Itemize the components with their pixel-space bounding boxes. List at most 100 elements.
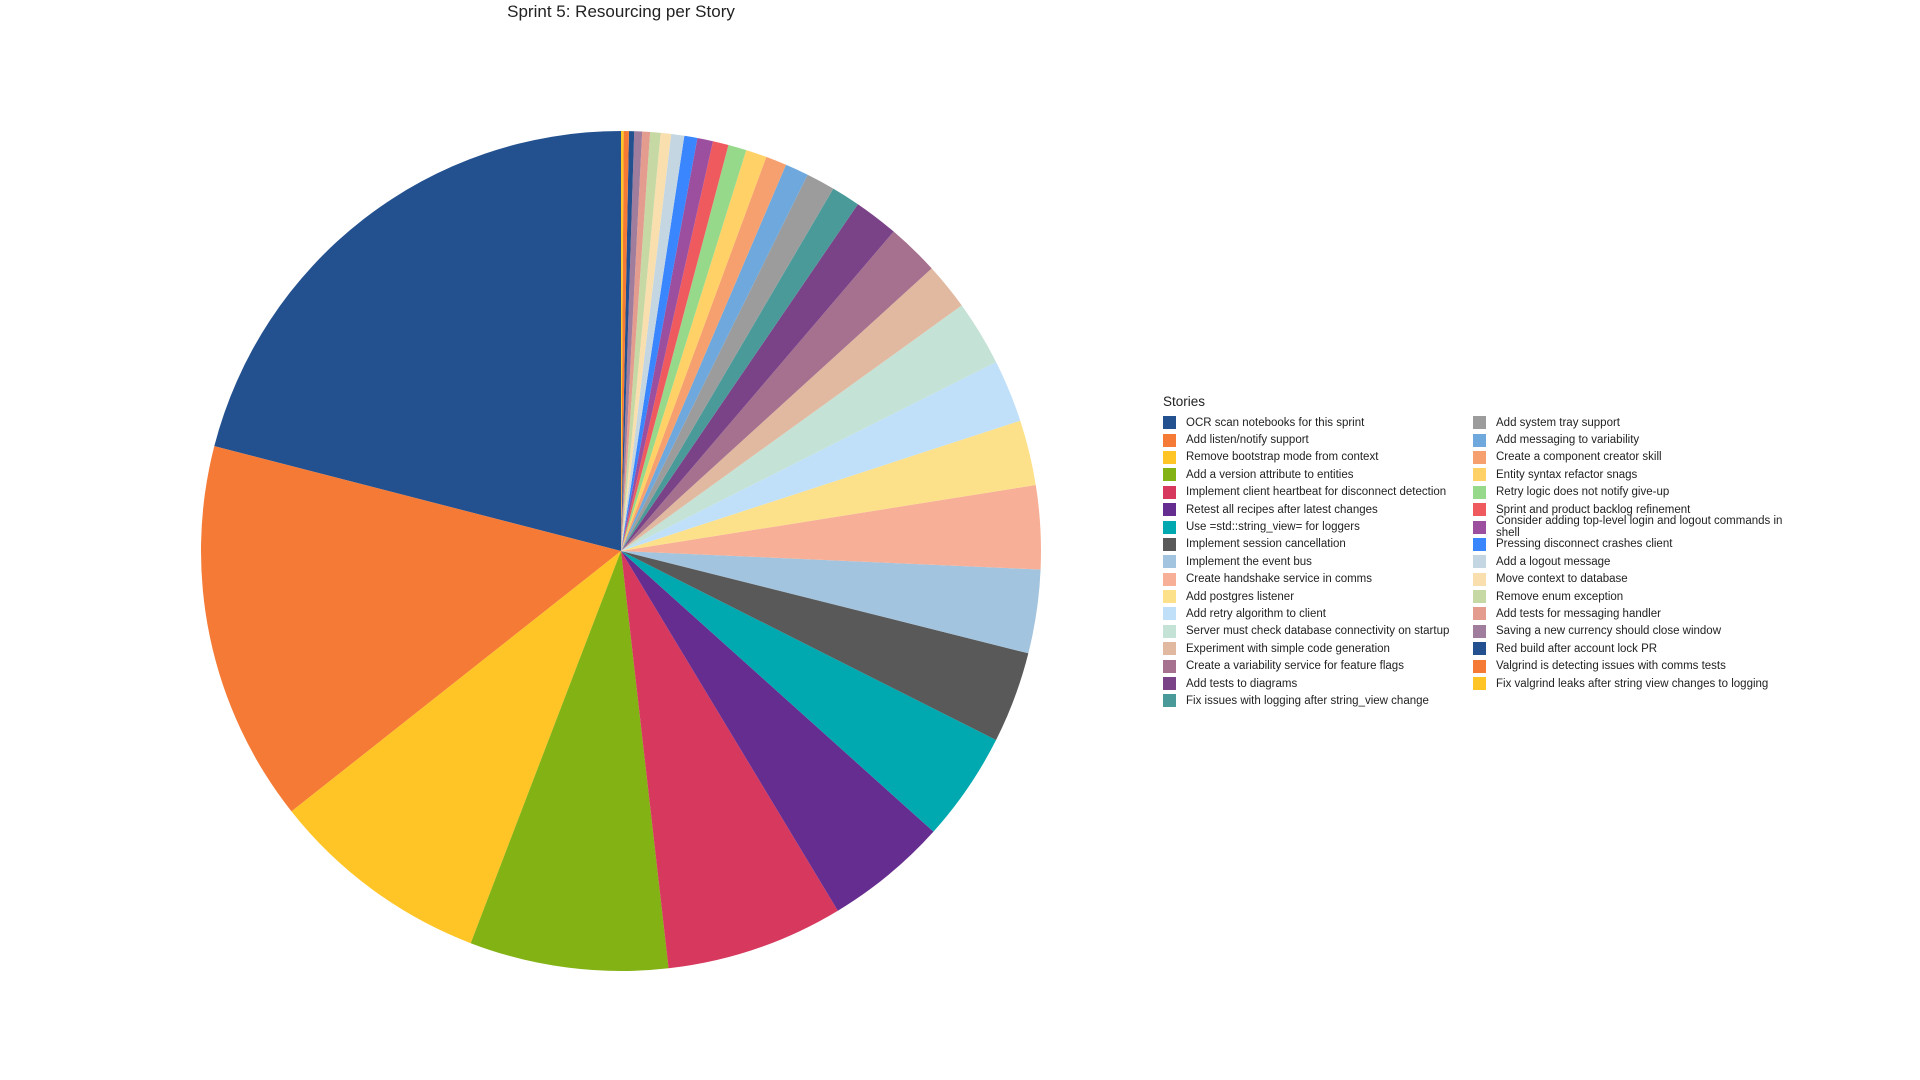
pie-slice[interactable] [214, 131, 621, 551]
legend-label: Move context to database [1496, 573, 1628, 586]
pie-slice[interactable] [621, 204, 894, 552]
legend-swatch [1473, 590, 1486, 604]
legend-swatch [1163, 537, 1176, 551]
pie-slice[interactable] [621, 231, 932, 552]
pie-slice[interactable] [621, 131, 629, 551]
legend-item[interactable]: Create handshake service in comms [1163, 571, 1473, 588]
legend-item[interactable]: Valgrind is detecting issues with comms … [1473, 657, 1783, 674]
legend-item[interactable]: Experiment with simple code generation [1163, 640, 1473, 657]
legend-item[interactable]: Server must check database connectivity … [1163, 623, 1473, 640]
pie-slice[interactable] [621, 131, 651, 552]
legend-label: Add messaging to variability [1496, 434, 1640, 447]
pie-slice[interactable] [621, 268, 962, 551]
legend-item[interactable]: Add tests to diagrams [1163, 675, 1473, 692]
pie-slice[interactable] [621, 551, 1041, 654]
legend-swatch [1473, 572, 1486, 586]
legend-item[interactable]: Retry logic does not notify give-up [1473, 484, 1783, 501]
pie-slice[interactable] [621, 141, 729, 551]
pie-chart [201, 131, 1041, 971]
legend-item[interactable]: OCR scan notebooks for this sprint [1163, 414, 1473, 431]
legend-item[interactable]: Add messaging to variability [1473, 431, 1783, 448]
legend-label: Remove enum exception [1496, 590, 1624, 603]
legend-item[interactable]: Pressing disconnect crashes client [1473, 536, 1783, 553]
legend-swatch [1473, 677, 1486, 691]
legend-item[interactable]: Add retry algorithm to client [1163, 605, 1473, 622]
legend-swatch [1473, 450, 1486, 464]
pie-slice[interactable] [621, 138, 713, 551]
legend-item[interactable]: Implement client heartbeat for disconnec… [1163, 484, 1473, 501]
legend-item[interactable]: Remove bootstrap mode from context [1163, 449, 1473, 466]
legend-label: Red build after account lock PR [1496, 642, 1658, 655]
legend-item[interactable]: Create a component creator skill [1473, 449, 1783, 466]
pie-slice[interactable] [621, 131, 624, 551]
legend-label: Implement the event bus [1186, 555, 1312, 568]
pie-slice[interactable] [621, 164, 808, 551]
legend: Stories OCR scan notebooks for this spri… [1163, 394, 1783, 710]
legend-item[interactable]: Add a logout message [1473, 553, 1783, 570]
chart-title: Sprint 5: Resourcing per Story [507, 2, 735, 21]
pie-slice[interactable] [621, 174, 834, 551]
pie-slice[interactable] [621, 132, 672, 551]
legend-swatch [1163, 677, 1176, 691]
legend-swatch [1163, 555, 1176, 569]
legend-item[interactable]: Fix issues with logging after string_vie… [1163, 692, 1473, 709]
legend-swatch [1473, 416, 1486, 430]
pie-slice[interactable] [201, 446, 621, 812]
legend-item[interactable]: Add tests for messaging handler [1473, 605, 1783, 622]
pie-slice[interactable] [621, 551, 1029, 741]
legend-swatch [1473, 607, 1486, 621]
legend-label: Retest all recipes after latest changes [1186, 503, 1378, 516]
legend-item[interactable]: Add listen/notify support [1163, 431, 1473, 448]
legend-item[interactable]: Consider adding top-level login and logo… [1473, 515, 1783, 539]
legend-label: Add system tray support [1496, 416, 1620, 429]
legend-label: Add a version attribute to entities [1186, 468, 1354, 481]
pie-slice[interactable] [621, 131, 635, 552]
pie-slice[interactable] [291, 551, 621, 944]
legend-swatch [1163, 433, 1176, 447]
pie-slice[interactable] [621, 156, 787, 552]
legend-item[interactable]: Retest all recipes after latest changes [1163, 501, 1473, 518]
legend-swatch [1163, 572, 1176, 586]
legend-swatch [1473, 555, 1486, 569]
legend-label: Consider adding top-level login and logo… [1496, 515, 1783, 540]
pie-slice[interactable] [621, 551, 838, 969]
legend-item[interactable]: Move context to database [1473, 571, 1783, 588]
legend-swatch [1473, 520, 1486, 534]
pie-slice[interactable] [621, 135, 698, 551]
legend-swatch [1163, 659, 1176, 673]
legend-item[interactable]: Use =std::string_view= for loggers [1163, 518, 1473, 535]
legend-item[interactable]: Saving a new currency should close windo… [1473, 623, 1783, 640]
legend-item[interactable]: Add postgres listener [1163, 588, 1473, 605]
legend-column: OCR scan notebooks for this sprint Add li… [1163, 414, 1473, 710]
legend-swatch [1163, 468, 1176, 482]
pie-slice[interactable] [621, 150, 767, 552]
pie-slice[interactable] [621, 551, 934, 911]
legend-label: Remove bootstrap mode from context [1186, 451, 1379, 464]
legend-label: OCR scan notebooks for this sprint [1186, 416, 1365, 429]
pie-slice[interactable] [621, 132, 661, 552]
legend-item[interactable]: Fix valgrind leaks after string view cha… [1473, 675, 1783, 692]
legend-item[interactable]: Entity syntax refactor snags [1473, 466, 1783, 483]
legend-item[interactable]: Implement the event bus [1163, 553, 1473, 570]
pie-slice[interactable] [621, 305, 997, 551]
legend-label: Add a logout message [1496, 555, 1611, 568]
pie-slice[interactable] [621, 551, 997, 832]
legend-swatch [1163, 416, 1176, 430]
legend-item[interactable]: Add a version attribute to entities [1163, 466, 1473, 483]
pie-slice[interactable] [621, 420, 1036, 551]
pie-slice[interactable] [621, 188, 858, 552]
legend-swatch [1473, 503, 1486, 517]
legend-item[interactable]: Remove enum exception [1473, 588, 1783, 605]
pie-slice[interactable] [470, 551, 669, 971]
legend-item[interactable]: Add system tray support [1473, 414, 1783, 431]
legend-item[interactable]: Create a variability service for feature… [1163, 657, 1473, 674]
pie-slice[interactable] [621, 144, 747, 552]
legend-item[interactable]: Sprint and product backlog refinement [1473, 501, 1783, 518]
legend-item[interactable]: Implement session cancellation [1163, 536, 1473, 553]
pie-slice[interactable] [621, 361, 1021, 551]
pie-slice[interactable] [621, 485, 1041, 570]
pie-slice[interactable] [621, 131, 643, 551]
pie-slice[interactable] [621, 134, 685, 551]
legend-item[interactable]: Red build after account lock PR [1473, 640, 1783, 657]
legend-swatch [1163, 503, 1176, 517]
